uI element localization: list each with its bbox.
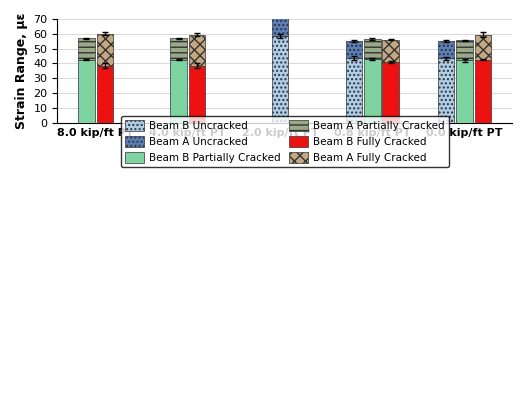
Bar — [272, 36, 288, 123]
Bar — [272, 16, 288, 36]
Bar — [475, 34, 491, 60]
Bar — [78, 60, 95, 123]
Bar — [364, 59, 380, 123]
Bar — [78, 38, 95, 60]
Bar — [96, 66, 113, 123]
Bar — [475, 60, 491, 123]
Bar — [383, 40, 399, 62]
Legend: Beam B Uncracked, Beam A Uncracked, Beam B Partially Cracked, Beam A Partially C: Beam B Uncracked, Beam A Uncracked, Beam… — [121, 116, 448, 167]
Bar — [346, 58, 362, 123]
Y-axis label: Strain Range, με: Strain Range, με — [15, 13, 28, 129]
Bar — [189, 34, 206, 66]
Bar — [438, 58, 454, 123]
Bar — [456, 61, 473, 123]
Bar — [189, 66, 206, 123]
Bar — [170, 38, 187, 60]
Bar — [96, 34, 113, 66]
Bar — [170, 60, 187, 123]
Bar — [438, 41, 454, 58]
Bar — [364, 39, 380, 59]
Bar — [383, 62, 399, 123]
Bar — [456, 41, 473, 61]
Bar — [346, 41, 362, 58]
